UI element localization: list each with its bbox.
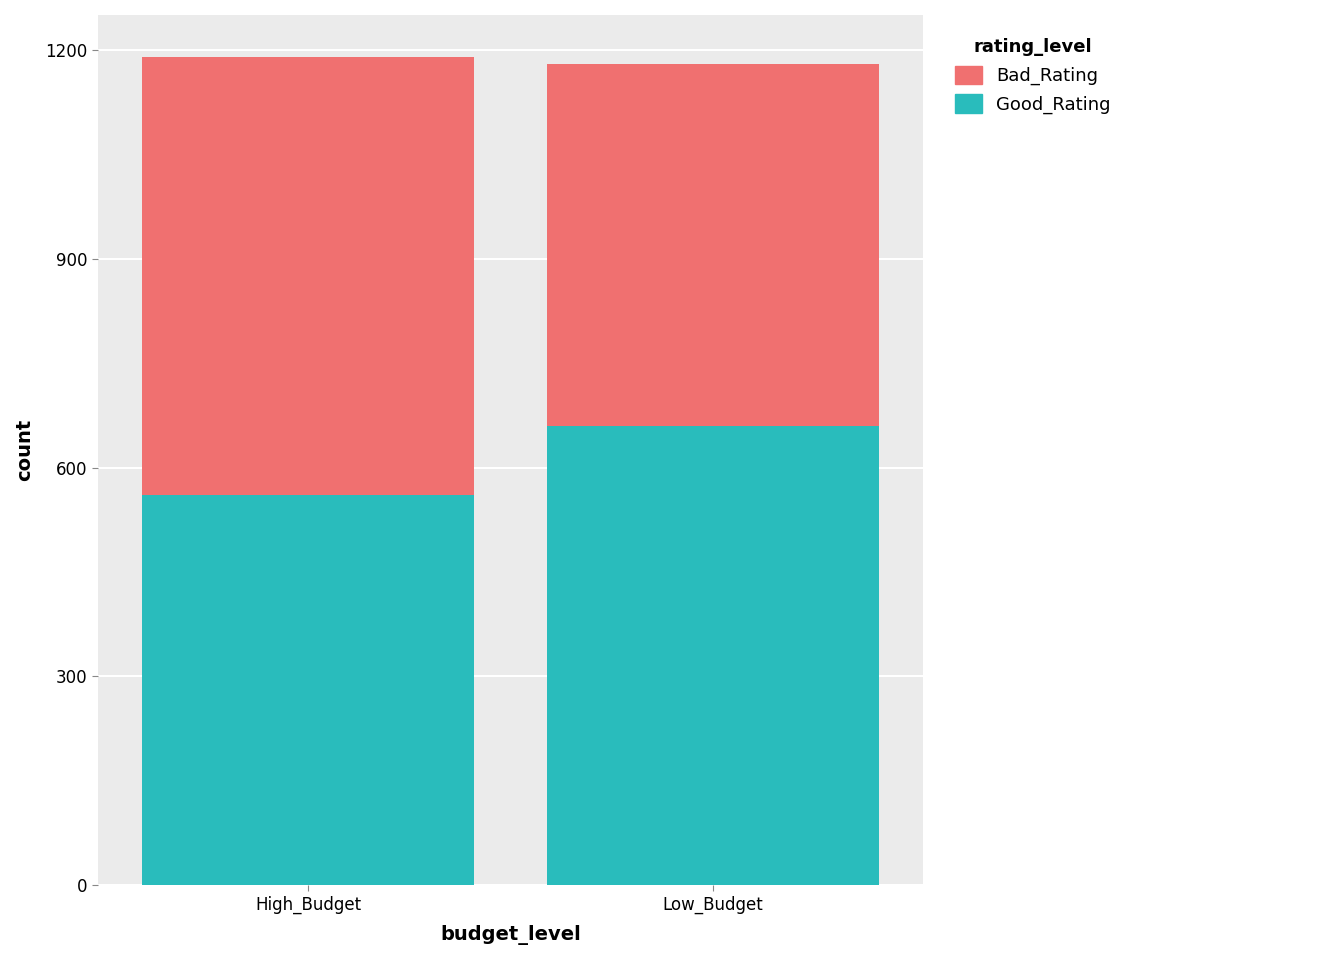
Bar	[142, 495, 474, 885]
Bar	[547, 425, 879, 885]
Y-axis label: count: count	[15, 419, 34, 481]
Legend: Bad_Rating, Good_Rating: Bad_Rating, Good_Rating	[941, 24, 1125, 129]
Bar	[142, 57, 474, 495]
Bar	[547, 63, 879, 425]
X-axis label: budget_level: budget_level	[439, 925, 581, 945]
